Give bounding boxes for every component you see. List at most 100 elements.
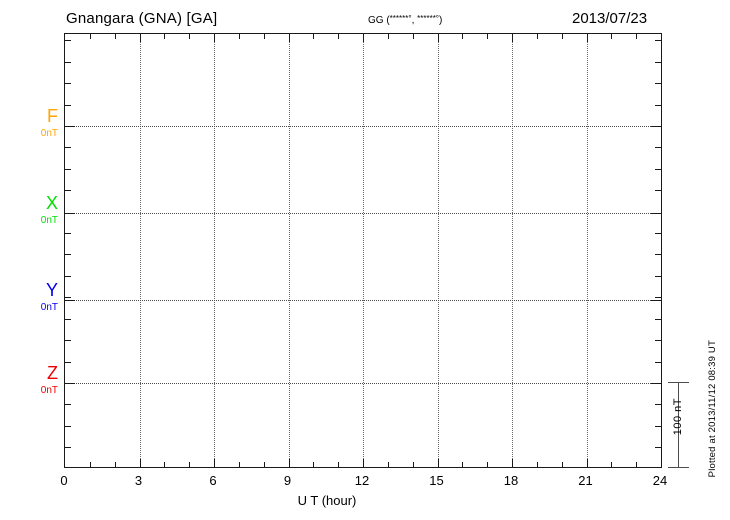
x-axis-tick-top	[263, 34, 265, 39]
y-axis-major-tick	[65, 126, 75, 127]
station-title: Gnangara (GNA) [GA]	[66, 10, 218, 27]
y-axis-minor-tick-right	[655, 105, 661, 106]
component-baseline-value-z: 0nT	[40, 385, 58, 396]
scale-bar	[668, 382, 689, 468]
y-axis-minor-tick	[65, 83, 71, 84]
y-axis-minor-tick-right	[655, 340, 661, 341]
x-tick-label: 3	[134, 473, 143, 488]
x-axis-tick	[214, 459, 215, 467]
y-axis-minor-tick-right	[655, 447, 661, 448]
coord-suffix: )	[439, 15, 443, 26]
y-axis-major-tick	[651, 126, 661, 127]
y-axis-major-tick	[65, 300, 75, 301]
component-baseline-value-y: 0nT	[40, 302, 58, 313]
y-axis-minor-tick	[65, 404, 71, 405]
x-tick-label: 21	[578, 473, 593, 488]
x-axis-tick	[338, 462, 340, 467]
plotted-at-timestamp: Plotted at 2013/11/12 08:39 UT	[707, 340, 718, 478]
x-tick-label: 12	[354, 473, 370, 488]
x-axis-tick-top	[512, 34, 513, 42]
y-axis-minor-tick-right	[655, 233, 661, 234]
x-axis-tick	[313, 462, 315, 467]
x-axis-tick	[164, 462, 166, 467]
x-axis-tick	[611, 462, 613, 467]
y-axis-minor-tick	[65, 105, 71, 106]
x-axis-tick	[189, 462, 191, 467]
x-axis-tick-top	[363, 34, 364, 42]
x-tick-label: 0	[60, 473, 68, 488]
component-label-z: Z 0nT	[12, 364, 58, 396]
x-axis-tick-top	[586, 34, 588, 42]
y-axis-minor-tick-right	[655, 169, 661, 170]
y-axis-major-tick	[65, 213, 75, 214]
vertical-gridline	[512, 34, 513, 467]
x-axis-tick	[114, 462, 116, 467]
y-axis-minor-tick	[65, 319, 71, 320]
scale-bar-cap-bottom	[668, 467, 689, 468]
x-axis-tick-top	[536, 34, 538, 39]
y-axis-minor-tick-right	[655, 297, 661, 298]
x-axis-tick	[636, 462, 638, 467]
vertical-gridline	[288, 34, 290, 467]
y-axis-minor-tick	[65, 147, 71, 148]
x-axis-title: U T (hour)	[297, 493, 357, 508]
y-axis-major-tick	[651, 383, 661, 384]
x-axis-tick	[487, 462, 489, 467]
x-axis-tick-top	[214, 34, 215, 42]
x-axis-tick	[412, 462, 414, 467]
x-axis-title-wrap: U T (hour)	[0, 493, 730, 508]
baseline-gridline-x	[65, 213, 661, 214]
component-letter-y: Y	[45, 280, 58, 300]
x-axis-tick-top	[387, 34, 389, 39]
y-axis-minor-tick	[65, 62, 71, 63]
x-axis-tick	[512, 459, 513, 467]
x-axis-tick-top	[437, 34, 439, 42]
vertical-gridline	[437, 34, 439, 467]
coord-longitude: ******°	[417, 14, 440, 23]
coord-prefix: GG (	[368, 15, 390, 26]
y-axis-minor-tick	[65, 362, 71, 363]
x-axis-tick-top	[462, 34, 464, 39]
x-tick-label: 18	[503, 473, 519, 488]
x-axis-tick	[536, 462, 538, 467]
x-axis-tick	[561, 462, 563, 467]
y-axis-minor-tick-right	[655, 362, 661, 363]
y-axis-major-tick	[65, 383, 75, 384]
x-axis-tick	[586, 459, 588, 467]
scale-bar-cap-top	[668, 382, 689, 383]
y-axis-minor-tick-right	[655, 190, 661, 191]
x-axis-tick-top	[238, 34, 240, 39]
x-tick-label: 15	[429, 473, 444, 488]
baseline-gridline-y	[65, 300, 661, 301]
x-axis-tick-top	[611, 34, 613, 39]
component-letter-f: F	[47, 106, 58, 126]
y-axis-minor-tick	[65, 276, 71, 277]
x-axis-tick	[238, 462, 240, 467]
y-axis-minor-tick	[65, 297, 71, 298]
baseline-gridline-z	[65, 383, 661, 384]
component-letter-z: Z	[47, 363, 58, 383]
x-axis-tick	[363, 459, 364, 467]
vertical-gridline	[214, 34, 215, 467]
y-axis-minor-tick	[65, 426, 71, 427]
scale-bar-label: 100 nT	[672, 398, 684, 436]
y-axis-minor-tick	[65, 169, 71, 170]
x-axis-tick	[263, 462, 265, 467]
x-tick-label: 9	[283, 473, 292, 488]
y-axis-minor-tick-right	[655, 404, 661, 405]
component-baseline-value-f: 0nT	[40, 128, 58, 139]
vertical-gridline	[139, 34, 141, 467]
geographic-coordinates: GG (******°, ******°)	[368, 14, 442, 26]
coord-separator: ,	[411, 15, 418, 26]
y-axis-minor-tick-right	[655, 426, 661, 427]
x-axis-tick	[462, 462, 464, 467]
x-axis-tick-top	[164, 34, 166, 39]
observation-date: 2013/07/23	[572, 10, 648, 27]
x-axis-tick	[89, 462, 91, 467]
component-label-y: Y 0nT	[12, 281, 58, 313]
x-axis-tick	[437, 459, 439, 467]
y-axis-minor-tick	[65, 233, 71, 234]
vertical-gridline	[363, 34, 364, 467]
baseline-gridline-f	[65, 126, 661, 127]
